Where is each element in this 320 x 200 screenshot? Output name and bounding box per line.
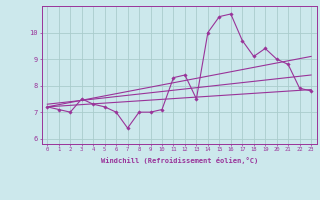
X-axis label: Windchill (Refroidissement éolien,°C): Windchill (Refroidissement éolien,°C): [100, 157, 258, 164]
